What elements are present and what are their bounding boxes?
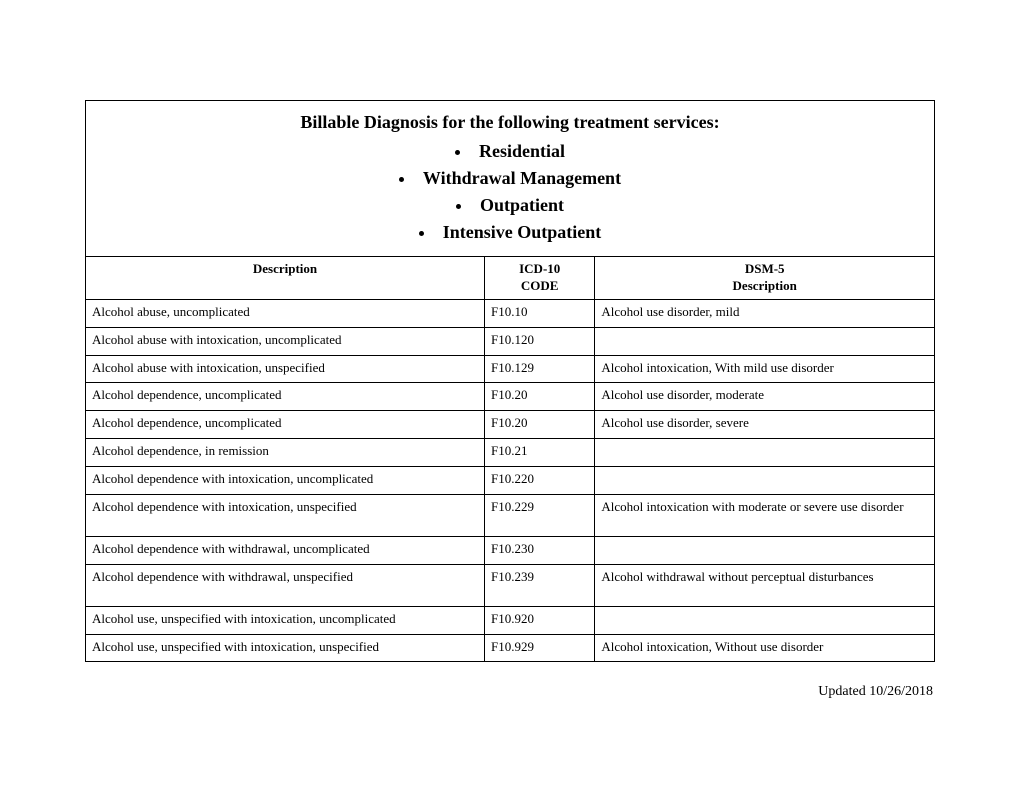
- cell-icd10: F10.229: [485, 495, 595, 537]
- cell-icd10: F10.21: [485, 439, 595, 467]
- col-header-icd10: ICD-10 CODE: [485, 257, 595, 300]
- cell-icd10: F10.20: [485, 383, 595, 411]
- cell-icd10: F10.239: [485, 564, 595, 606]
- table-row: Alcohol dependence with withdrawal, unco…: [86, 536, 935, 564]
- cell-description: Alcohol abuse with intoxication, uncompl…: [86, 327, 485, 355]
- cell-dsm5: [595, 467, 935, 495]
- cell-dsm5: [595, 536, 935, 564]
- table-header-cell: Billable Diagnosis for the following tre…: [86, 101, 935, 257]
- cell-dsm5: [595, 439, 935, 467]
- table-row: Alcohol use, unspecified with intoxicati…: [86, 634, 935, 662]
- cell-dsm5: Alcohol intoxication with moderate or se…: [595, 495, 935, 537]
- cell-dsm5: Alcohol intoxication, Without use disord…: [595, 634, 935, 662]
- cell-description: Alcohol dependence, uncomplicated: [86, 411, 485, 439]
- table-row: Alcohol abuse, uncomplicatedF10.10Alcoho…: [86, 299, 935, 327]
- table-row: Alcohol dependence with intoxication, un…: [86, 495, 935, 537]
- bullet-withdrawal: Withdrawal Management: [399, 165, 621, 192]
- cell-description: Alcohol dependence with withdrawal, unsp…: [86, 564, 485, 606]
- icd10-label-1: ICD-10: [519, 261, 560, 276]
- cell-icd10: F10.10: [485, 299, 595, 327]
- table-row: Alcohol abuse with intoxication, unspeci…: [86, 355, 935, 383]
- column-header-row: Description ICD-10 CODE DSM-5 Descriptio…: [86, 257, 935, 300]
- cell-dsm5: Alcohol use disorder, mild: [595, 299, 935, 327]
- cell-icd10: F10.220: [485, 467, 595, 495]
- cell-icd10: F10.920: [485, 606, 595, 634]
- cell-description: Alcohol dependence with intoxication, un…: [86, 467, 485, 495]
- cell-description: Alcohol abuse, uncomplicated: [86, 299, 485, 327]
- table-row: Alcohol dependence, uncomplicatedF10.20A…: [86, 383, 935, 411]
- treatment-services-list: Residential Withdrawal Management Outpat…: [399, 138, 621, 246]
- table-row: Alcohol dependence, uncomplicatedF10.20A…: [86, 411, 935, 439]
- table-row: Alcohol dependence, in remissionF10.21: [86, 439, 935, 467]
- dsm5-label-1: DSM-5: [745, 261, 785, 276]
- cell-icd10: F10.129: [485, 355, 595, 383]
- cell-dsm5: Alcohol intoxication, With mild use diso…: [595, 355, 935, 383]
- diagnosis-table: Billable Diagnosis for the following tre…: [85, 100, 935, 662]
- table-row: Alcohol use, unspecified with intoxicati…: [86, 606, 935, 634]
- cell-description: Alcohol dependence, uncomplicated: [86, 383, 485, 411]
- bullet-outpatient: Outpatient: [399, 192, 621, 219]
- cell-description: Alcohol abuse with intoxication, unspeci…: [86, 355, 485, 383]
- cell-dsm5: Alcohol use disorder, severe: [595, 411, 935, 439]
- header-title: Billable Diagnosis for the following tre…: [96, 109, 924, 136]
- table-row: Alcohol dependence with intoxication, un…: [86, 467, 935, 495]
- cell-dsm5: Alcohol withdrawal without perceptual di…: [595, 564, 935, 606]
- bullet-residential: Residential: [399, 138, 621, 165]
- col-header-description: Description: [86, 257, 485, 300]
- cell-description: Alcohol dependence with withdrawal, unco…: [86, 536, 485, 564]
- cell-description: Alcohol dependence with intoxication, un…: [86, 495, 485, 537]
- footer-updated: Updated 10/26/2018: [85, 684, 935, 700]
- col-header-dsm5: DSM-5 Description: [595, 257, 935, 300]
- bullet-intensive: Intensive Outpatient: [399, 219, 621, 246]
- table-row: Alcohol dependence with withdrawal, unsp…: [86, 564, 935, 606]
- cell-dsm5: Alcohol use disorder, moderate: [595, 383, 935, 411]
- cell-dsm5: [595, 327, 935, 355]
- cell-description: Alcohol dependence, in remission: [86, 439, 485, 467]
- cell-description: Alcohol use, unspecified with intoxicati…: [86, 606, 485, 634]
- cell-description: Alcohol use, unspecified with intoxicati…: [86, 634, 485, 662]
- dsm5-label-2: Description: [733, 278, 797, 293]
- icd10-label-2: CODE: [521, 278, 559, 293]
- cell-dsm5: [595, 606, 935, 634]
- cell-icd10: F10.929: [485, 634, 595, 662]
- table-row: Alcohol abuse with intoxication, uncompl…: [86, 327, 935, 355]
- cell-icd10: F10.120: [485, 327, 595, 355]
- cell-icd10: F10.20: [485, 411, 595, 439]
- cell-icd10: F10.230: [485, 536, 595, 564]
